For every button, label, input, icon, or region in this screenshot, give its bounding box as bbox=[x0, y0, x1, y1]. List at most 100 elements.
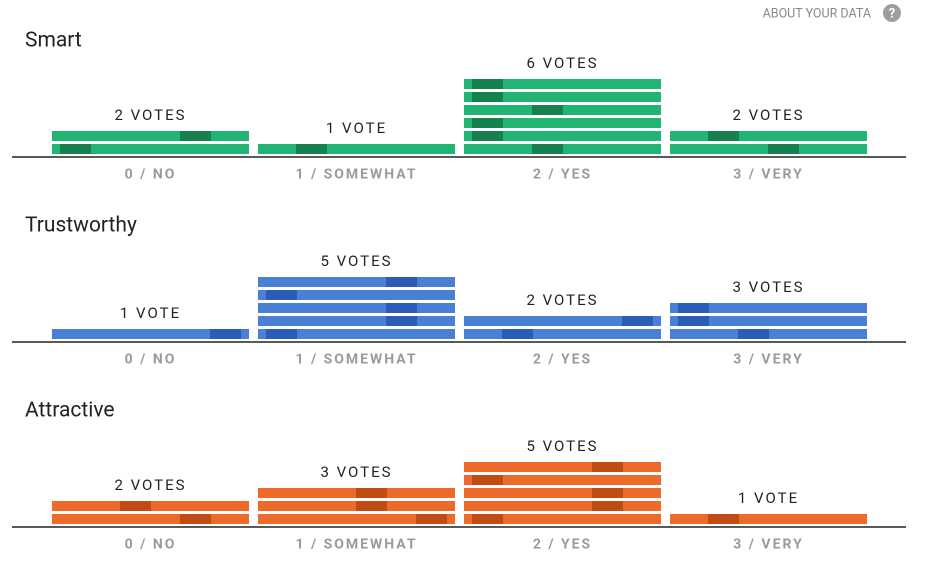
vote-stripe bbox=[258, 277, 455, 287]
vote-stripe bbox=[464, 501, 661, 511]
category-label: 3 / VERY bbox=[733, 537, 804, 553]
value-label: 5 VOTES bbox=[320, 252, 392, 270]
vote-marker bbox=[592, 462, 623, 472]
vote-stripe bbox=[464, 131, 661, 141]
vote-bar bbox=[670, 303, 867, 339]
vote-marker bbox=[60, 144, 91, 154]
vote-stripe bbox=[52, 131, 249, 141]
vote-marker bbox=[472, 118, 503, 128]
value-label: 3 VOTES bbox=[732, 278, 804, 296]
value-label: 1 VOTE bbox=[120, 304, 181, 322]
vote-bar bbox=[258, 488, 455, 524]
vote-marker bbox=[266, 329, 297, 339]
vote-stripe bbox=[464, 475, 661, 485]
category-label: 2 / YES bbox=[533, 537, 592, 553]
value-label: 5 VOTES bbox=[526, 437, 598, 455]
vote-marker bbox=[386, 277, 417, 287]
vote-marker bbox=[622, 316, 653, 326]
vote-marker bbox=[416, 514, 447, 524]
value-label: 1 VOTE bbox=[326, 119, 387, 137]
vote-marker bbox=[266, 290, 297, 300]
vote-marker bbox=[356, 488, 387, 498]
vote-stripe bbox=[258, 316, 455, 326]
vote-stripe bbox=[258, 303, 455, 313]
vote-stripe bbox=[464, 329, 661, 339]
vote-marker bbox=[180, 514, 211, 524]
vote-stripe bbox=[670, 131, 867, 141]
vote-marker bbox=[356, 501, 387, 511]
vote-marker bbox=[708, 131, 739, 141]
chart-title: Smart bbox=[25, 29, 82, 53]
vote-marker bbox=[738, 329, 769, 339]
category-label: 1 / SOMEWHAT bbox=[295, 167, 417, 183]
category-label: 0 / NO bbox=[125, 537, 177, 553]
vote-stripe bbox=[258, 329, 455, 339]
vote-stripe bbox=[52, 144, 249, 154]
value-label: 2 VOTES bbox=[114, 106, 186, 124]
value-label: 3 VOTES bbox=[320, 463, 392, 481]
vote-marker bbox=[532, 105, 563, 115]
vote-marker bbox=[592, 501, 623, 511]
vote-bar bbox=[258, 144, 455, 154]
category-label: 3 / VERY bbox=[733, 352, 804, 368]
vote-marker bbox=[472, 92, 503, 102]
value-label: 2 VOTES bbox=[526, 291, 598, 309]
vote-marker bbox=[678, 316, 709, 326]
vote-marker bbox=[180, 131, 211, 141]
vote-bar bbox=[464, 316, 661, 339]
help-icon-glyph: ? bbox=[889, 6, 895, 21]
vote-stripe bbox=[464, 118, 661, 128]
vote-stripe bbox=[670, 303, 867, 313]
vote-bar bbox=[670, 131, 867, 154]
vote-marker bbox=[296, 144, 327, 154]
category-label: 2 / YES bbox=[533, 167, 592, 183]
vote-marker bbox=[472, 131, 503, 141]
value-label: 2 VOTES bbox=[732, 106, 804, 124]
value-label: 1 VOTE bbox=[738, 489, 799, 507]
vote-marker bbox=[472, 79, 503, 89]
vote-stripe bbox=[464, 514, 661, 524]
vote-marker bbox=[386, 316, 417, 326]
vote-bar bbox=[464, 79, 661, 154]
vote-marker bbox=[472, 514, 503, 524]
value-label: 6 VOTES bbox=[526, 54, 598, 72]
vote-stripe bbox=[464, 316, 661, 326]
vote-bar bbox=[52, 131, 249, 154]
vote-stripe bbox=[464, 462, 661, 472]
vote-marker bbox=[532, 144, 563, 154]
vote-bar bbox=[52, 501, 249, 524]
vote-marker bbox=[678, 303, 709, 313]
category-label: 3 / VERY bbox=[733, 167, 804, 183]
vote-stripe bbox=[52, 329, 249, 339]
chart-title: Trustworthy bbox=[25, 214, 137, 238]
category-label: 0 / NO bbox=[125, 167, 177, 183]
vote-stripe bbox=[464, 79, 661, 89]
vote-stripe bbox=[258, 514, 455, 524]
value-label: 2 VOTES bbox=[114, 476, 186, 494]
vote-bar bbox=[52, 329, 249, 339]
vote-bar bbox=[258, 277, 455, 339]
vote-bar bbox=[464, 462, 661, 524]
vote-stripe bbox=[258, 144, 455, 154]
chart-title: Attractive bbox=[25, 399, 115, 423]
vote-stripe bbox=[670, 514, 867, 524]
vote-marker bbox=[210, 329, 241, 339]
vote-stripe bbox=[464, 488, 661, 498]
vote-stripe bbox=[258, 290, 455, 300]
about-data-link[interactable]: ABOUT YOUR DATA bbox=[763, 6, 871, 21]
category-label: 2 / YES bbox=[533, 352, 592, 368]
vote-marker bbox=[592, 488, 623, 498]
category-label: 1 / SOMEWHAT bbox=[295, 352, 417, 368]
vote-stripe bbox=[52, 514, 249, 524]
vote-marker bbox=[502, 329, 533, 339]
vote-marker bbox=[708, 514, 739, 524]
vote-marker bbox=[120, 501, 151, 511]
category-label: 0 / NO bbox=[125, 352, 177, 368]
vote-marker bbox=[768, 144, 799, 154]
vote-marker bbox=[472, 475, 503, 485]
vote-stripe bbox=[670, 316, 867, 326]
help-icon[interactable] bbox=[883, 4, 901, 22]
vote-stripe bbox=[464, 92, 661, 102]
category-label: 1 / SOMEWHAT bbox=[295, 537, 417, 553]
